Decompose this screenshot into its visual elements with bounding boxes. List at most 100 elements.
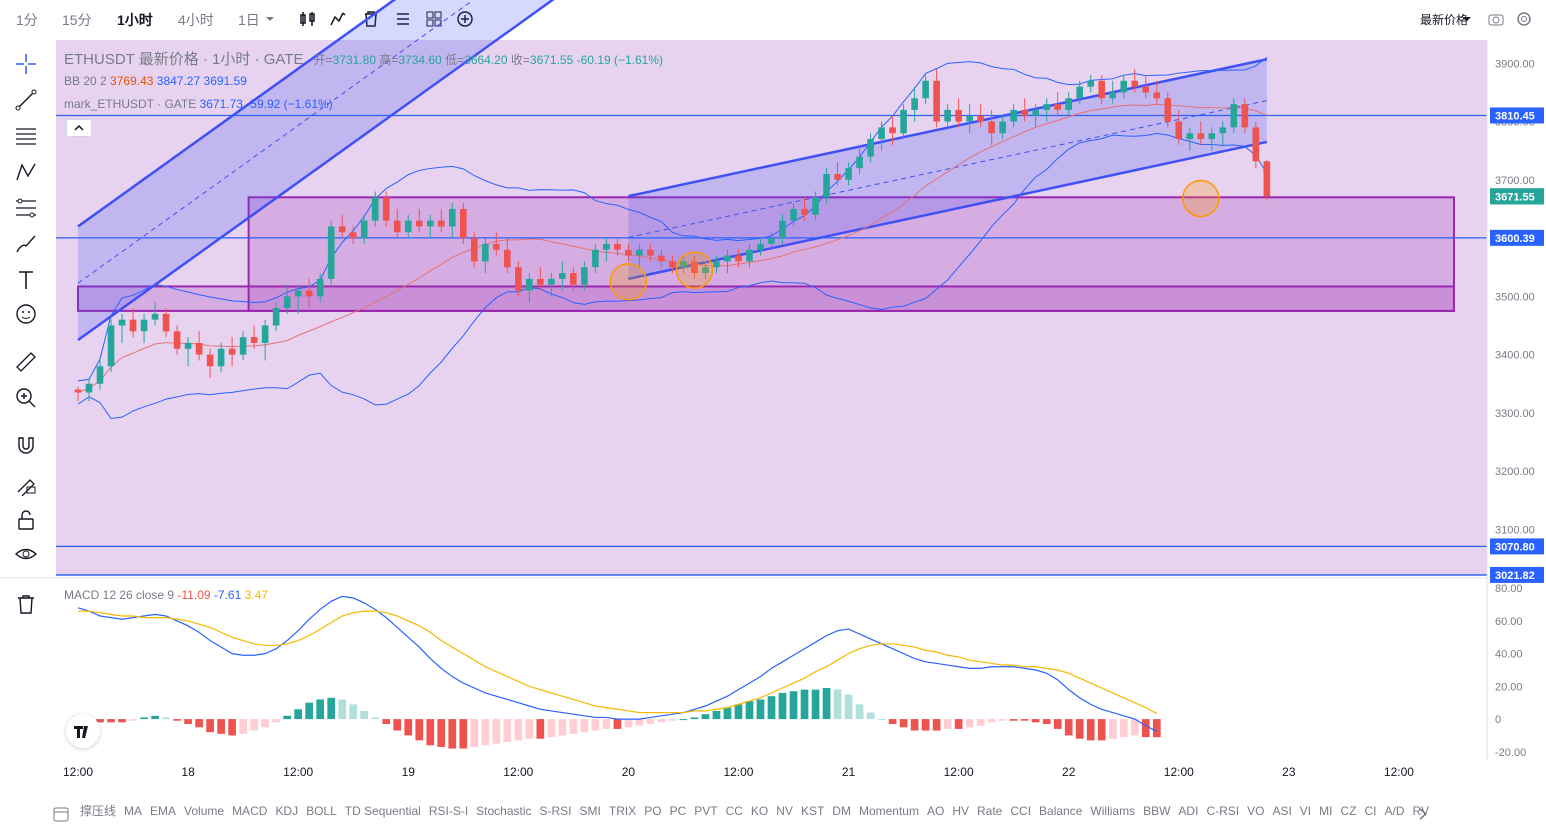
indicator-tab[interactable]: S-RSI xyxy=(539,804,572,818)
macd-histogram-bar xyxy=(591,719,600,731)
macd-histogram-bar xyxy=(1020,719,1029,721)
indicator-tab[interactable]: CC xyxy=(725,804,743,818)
channel-mid-line xyxy=(628,100,1267,238)
zoom-in-icon[interactable] xyxy=(14,386,38,410)
candle-body xyxy=(735,255,742,262)
indicator-tab[interactable]: MA xyxy=(124,804,143,818)
candle-body xyxy=(977,115,984,122)
indicator-tab[interactable]: DM xyxy=(832,804,851,818)
candle-body xyxy=(933,80,940,122)
indicator-tab[interactable]: Williams xyxy=(1090,804,1136,818)
indicator-tab[interactable]: KDJ xyxy=(275,804,299,818)
calendar-icon[interactable] xyxy=(52,805,70,823)
timeframe-1d[interactable]: 1日 xyxy=(238,12,260,28)
macd-histogram-bar xyxy=(943,719,952,729)
fib-icon[interactable] xyxy=(14,196,38,220)
indicator-tab[interactable]: Balance xyxy=(1039,804,1083,818)
candle-body xyxy=(118,319,126,326)
indicator-tab[interactable]: 撑压线 xyxy=(80,804,117,818)
macd-histogram-bar xyxy=(184,719,192,724)
brush-icon[interactable] xyxy=(14,232,38,256)
timeframe-1m[interactable]: 1分 xyxy=(16,12,38,28)
indicator-tab[interactable]: ADI xyxy=(1178,804,1199,818)
indicator-tab[interactable]: CI xyxy=(1364,804,1377,818)
indicator-tab[interactable]: Stochastic xyxy=(476,804,532,818)
object-list-icon[interactable] xyxy=(393,9,413,29)
collapse-legend-button[interactable] xyxy=(66,119,92,137)
camera-icon[interactable] xyxy=(1486,9,1506,29)
indicator-tab[interactable]: SMI xyxy=(579,804,601,818)
indicators-icon[interactable] xyxy=(328,9,348,29)
candle-body xyxy=(966,115,973,122)
indicator-tab[interactable]: EMA xyxy=(150,804,177,818)
text-icon[interactable] xyxy=(14,268,38,292)
indicator-tab[interactable]: Rate xyxy=(977,804,1003,818)
pattern-icon[interactable] xyxy=(14,160,38,184)
indicator-tab[interactable]: KST xyxy=(800,804,825,818)
indicator-tab[interactable]: PVT xyxy=(694,804,718,818)
indicator-tab[interactable]: TRIX xyxy=(608,804,637,818)
trash-icon[interactable] xyxy=(14,592,38,616)
indicator-tab[interactable]: NV xyxy=(776,804,793,818)
legend-bb-label: BB 20 2 xyxy=(64,74,107,88)
price-mode-select[interactable]: 最新价格 xyxy=(1419,13,1468,27)
indicator-tab[interactable]: PC xyxy=(669,804,687,818)
tradingview-logo-button[interactable] xyxy=(66,714,100,748)
candle-type-icon[interactable] xyxy=(298,9,318,29)
timeframe-4h[interactable]: 4小时 xyxy=(178,12,214,28)
time-tick-label: 12:00 xyxy=(283,765,313,779)
indicator-tab[interactable]: MACD xyxy=(232,804,268,818)
indicator-tab[interactable]: CZ xyxy=(1340,804,1357,818)
macd-histogram-bar xyxy=(822,688,831,720)
candle-body xyxy=(1252,127,1260,162)
macd-histogram-bar xyxy=(745,701,754,720)
scroll-right-chevron-icon[interactable] xyxy=(1416,805,1430,823)
ruler-icon[interactable] xyxy=(14,350,38,374)
macd-histogram-bar xyxy=(338,699,347,720)
indicator-tab[interactable]: VI xyxy=(1299,804,1312,818)
settings-gear-icon[interactable] xyxy=(1514,9,1534,29)
layout-icon[interactable] xyxy=(424,9,444,29)
indicator-tab[interactable]: C-RSI xyxy=(1206,804,1240,818)
indicator-tab[interactable]: A/D xyxy=(1384,804,1405,818)
add-icon[interactable] xyxy=(455,9,475,29)
indicator-tab[interactable]: CCI xyxy=(1010,804,1032,818)
macd-histogram-bar xyxy=(1042,719,1051,724)
indicator-tab[interactable]: ASI xyxy=(1272,804,1292,818)
indicator-tab[interactable]: BBW xyxy=(1143,804,1171,818)
indicator-tab[interactable]: TD Sequential xyxy=(344,804,421,818)
indicator-tab[interactable]: KO xyxy=(750,804,769,818)
indicator-tab[interactable]: Momentum xyxy=(858,804,919,818)
macd-histogram-bar xyxy=(1009,719,1018,721)
indicator-tab[interactable]: AO xyxy=(926,804,945,818)
timeframe-1h[interactable]: 1小时 xyxy=(117,12,153,28)
macd-histogram-bar xyxy=(1097,719,1106,741)
lock-drawings-icon[interactable] xyxy=(14,472,38,496)
chart-canvas[interactable]: 3100.00 3200.00 3300.00 3400.00 3500.00 3600.… xyxy=(0,0,1546,800)
indicator-tab[interactable]: BOLL xyxy=(306,804,337,818)
indicator-tab[interactable]: RSI-S-I xyxy=(428,804,469,818)
indicator-tab[interactable]: VO xyxy=(1247,804,1265,818)
magnet-icon[interactable] xyxy=(14,434,38,458)
timeframe-15m[interactable]: 15分 xyxy=(62,12,92,28)
price-mode-dropdown-icon[interactable] xyxy=(1462,14,1472,24)
horizontal-lines-icon[interactable] xyxy=(14,124,38,148)
trend-line-icon[interactable] xyxy=(14,88,38,112)
indicator-tab[interactable]: PO xyxy=(644,804,662,818)
candle-body xyxy=(504,249,511,268)
timeframe-dropdown-icon[interactable] xyxy=(264,13,276,25)
candle-body xyxy=(1087,80,1095,87)
crosshair-icon[interactable] xyxy=(14,52,38,76)
lock-icon[interactable] xyxy=(14,508,38,532)
candle-body xyxy=(426,220,434,227)
indicator-tab[interactable]: MI xyxy=(1319,804,1333,818)
indicator-tab[interactable]: HV xyxy=(952,804,969,818)
macd-tick-label: 40.00 xyxy=(1495,649,1523,661)
emoji-icon[interactable] xyxy=(14,302,38,326)
macd-histogram-bar xyxy=(613,719,622,729)
indicator-tab[interactable]: Volume xyxy=(184,804,225,818)
macd-histogram-bar xyxy=(305,702,314,720)
visibility-eye-icon[interactable] xyxy=(14,542,38,566)
candle-body xyxy=(570,273,577,285)
legend-change: -60.19 (−1.61%) xyxy=(576,53,664,67)
